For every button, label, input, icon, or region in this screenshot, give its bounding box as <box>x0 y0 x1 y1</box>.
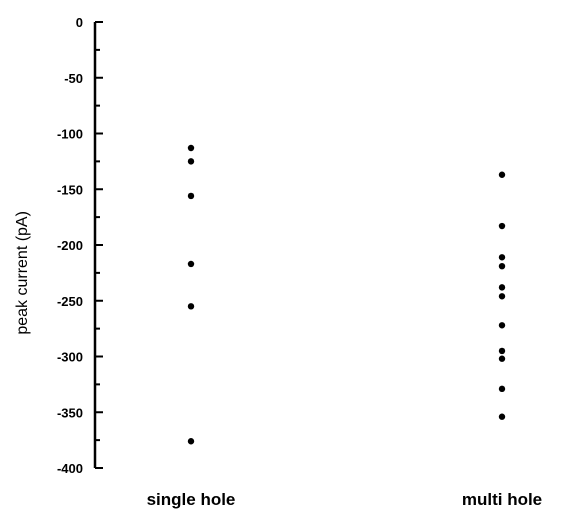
data-point <box>498 413 506 420</box>
y-tick-label: -100 <box>57 127 83 142</box>
x-category-label: single hole <box>147 490 236 509</box>
data-point <box>187 438 195 445</box>
data-point <box>498 284 506 291</box>
data-points <box>187 144 506 445</box>
data-point <box>498 322 506 329</box>
data-point <box>498 262 506 270</box>
y-tick-label: -200 <box>57 238 83 253</box>
data-point <box>498 254 506 261</box>
y-axis-title: peak current (pA) <box>14 211 31 335</box>
y-tick-label: -50 <box>64 71 83 86</box>
data-point <box>498 355 506 362</box>
data-point <box>187 144 195 152</box>
y-tick-label: -350 <box>57 405 83 420</box>
tick-labels: 0 -50 -100 -150 -200 -250 -300 -350 -400 single h… <box>57 15 542 509</box>
y-tick-label: 0 <box>76 15 83 30</box>
y-tick-label: -400 <box>57 461 83 476</box>
y-tick-label: -250 <box>57 294 83 309</box>
data-point <box>498 385 506 393</box>
data-point <box>187 260 195 268</box>
data-point <box>187 158 195 165</box>
y-axis <box>93 21 103 469</box>
y-tick-label: -150 <box>57 182 83 197</box>
y-tick-label: -300 <box>57 350 83 365</box>
data-point <box>498 347 506 355</box>
data-point <box>498 293 506 300</box>
data-point <box>498 222 506 230</box>
data-point <box>187 192 195 200</box>
x-category-label: multi hole <box>462 490 542 509</box>
data-point <box>498 171 506 178</box>
data-point <box>187 303 195 310</box>
